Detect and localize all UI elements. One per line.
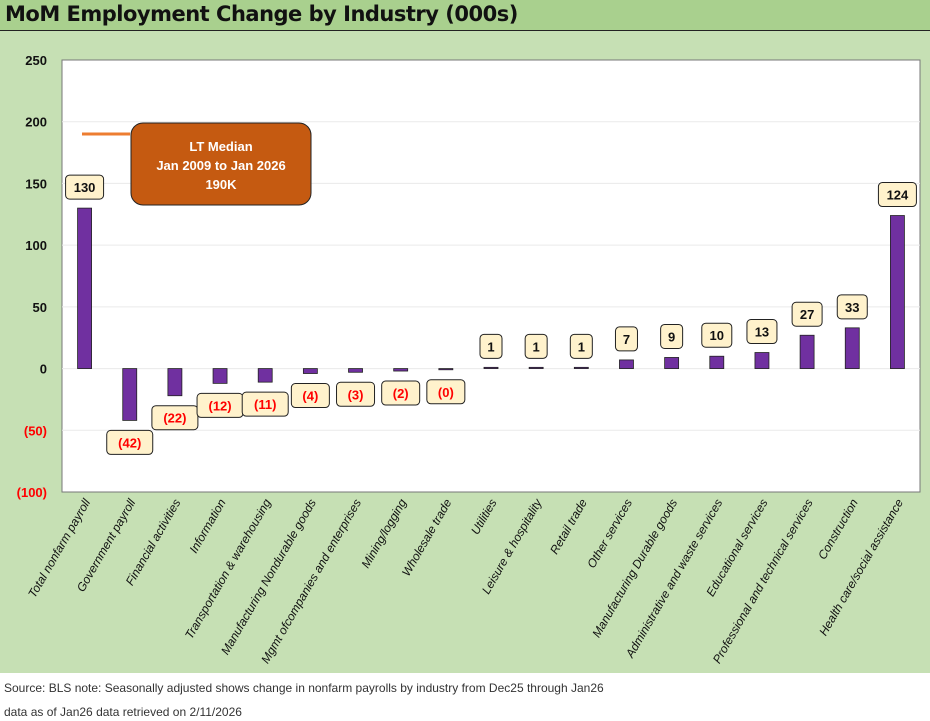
y-tick-label: 50 (33, 300, 47, 315)
median-callout (130, 122, 312, 206)
y-tick-label: 250 (25, 53, 47, 68)
data-label-box (381, 380, 421, 406)
x-tick-label: Construction (815, 496, 861, 562)
x-tick-label: Wholesale trade (399, 496, 455, 578)
data-label: 27 (800, 307, 814, 322)
bar (438, 368, 454, 371)
data-label: (2) (393, 386, 409, 401)
data-label-box (65, 174, 105, 200)
data-label-box (106, 429, 154, 455)
x-tick-label: Other services (584, 497, 635, 571)
data-label: 1 (487, 339, 494, 354)
data-label: (0) (438, 385, 454, 400)
bar (167, 368, 183, 397)
y-tick-label: (50) (24, 423, 47, 438)
bar (619, 359, 634, 369)
x-tick-label: Information (187, 496, 229, 555)
x-tick-label: Retail trade (547, 496, 590, 556)
data-label: (12) (208, 398, 231, 413)
data-label-box (569, 333, 593, 359)
data-label: 33 (845, 300, 859, 315)
footer-source: Source: BLS note: Seasonally adjusted sh… (4, 681, 604, 695)
bar (573, 366, 589, 369)
data-label-box (877, 182, 917, 208)
bar (302, 368, 318, 374)
bar (393, 368, 409, 372)
x-tick-label: Manufacturing Durable goods (589, 497, 680, 640)
x-tick-label: Health care/social assistance (816, 496, 906, 638)
data-label: 10 (710, 328, 724, 343)
bar (483, 366, 499, 369)
bar (212, 368, 228, 384)
data-label: (11) (254, 397, 276, 412)
bar (528, 366, 544, 369)
bar (122, 368, 138, 421)
bar (77, 207, 92, 369)
data-label-box (836, 294, 868, 320)
data-label-box (479, 333, 503, 359)
footer-date: data as of Jan26 data retrieved on 2/11/… (4, 705, 242, 719)
y-tick-label: 100 (25, 238, 47, 253)
data-label-box (701, 322, 733, 348)
data-label: 1 (533, 339, 540, 354)
data-label: 13 (755, 325, 769, 340)
data-label: 124 (887, 188, 909, 203)
y-tick-label: (100) (17, 485, 47, 500)
data-label-box (290, 383, 330, 409)
data-label-box (614, 326, 638, 352)
bar (844, 327, 860, 369)
data-label-box (241, 391, 289, 417)
x-tick-label: Professional and technical services (710, 497, 816, 666)
bar (754, 352, 770, 369)
bar (348, 368, 363, 373)
data-label-box (426, 379, 466, 405)
y-tick-label: 150 (25, 176, 47, 191)
data-label: 9 (668, 329, 675, 344)
data-label: 1 (578, 339, 585, 354)
x-tick-label: Utilities (468, 497, 499, 537)
y-tick-label: 200 (25, 115, 47, 130)
data-label-box (524, 333, 548, 359)
median-callout-text: LT Median (189, 139, 252, 154)
x-tick-label: Mgmt ofcompanies and enterprises (258, 497, 364, 666)
data-label: (3) (348, 387, 364, 402)
y-tick-label: 0 (40, 362, 47, 377)
data-label-box (336, 381, 376, 407)
bar (709, 355, 725, 369)
bar (890, 215, 905, 369)
x-tick-label: Mining/logging (358, 496, 409, 570)
title-bar: MoM Employment Change by Industry (000s) (0, 0, 930, 31)
data-label-box (660, 323, 684, 349)
median-callout-text: 190K (205, 177, 237, 192)
data-label: (22) (163, 411, 186, 426)
data-label-box (151, 405, 199, 431)
x-tick-label: Transportation & warehousing (182, 496, 274, 641)
data-label-box (791, 301, 823, 327)
data-label-box (746, 319, 778, 345)
x-tick-label: Manufacturing Nondurable goods (218, 497, 319, 658)
bar (257, 368, 273, 383)
median-callout-text: Jan 2009 to Jan 2026 (156, 158, 285, 173)
bar (664, 357, 680, 369)
data-label: (42) (118, 435, 141, 450)
data-label: (4) (302, 389, 318, 404)
bar (799, 334, 815, 369)
data-label: 7 (623, 332, 630, 347)
data-label: 130 (74, 180, 96, 195)
chart-title: MoM Employment Change by Industry (000s) (5, 2, 518, 26)
